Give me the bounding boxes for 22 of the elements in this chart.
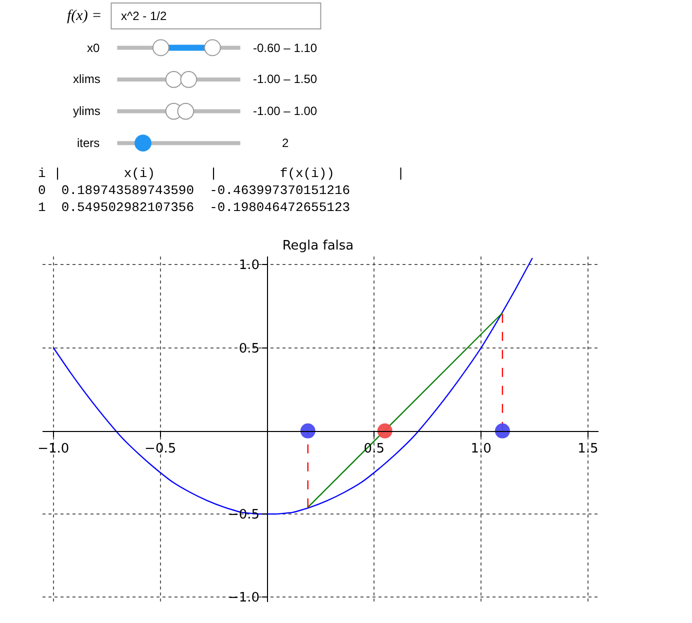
text: 2 xyxy=(282,136,289,150)
x-tick-label: 1.0 xyxy=(470,442,492,457)
text: x0 xyxy=(87,41,100,55)
x-tick-label: 1.5 xyxy=(578,442,598,457)
y-tick-label: −1.0 xyxy=(228,590,260,606)
text: -1.00 – 1.00 xyxy=(253,104,318,118)
text: iters xyxy=(77,136,100,150)
text: -1.00 – 1.50 xyxy=(253,72,318,86)
text: i | x(i) | f(x(i)) | xyxy=(38,166,405,181)
x-tick-label: 0.5 xyxy=(364,442,384,457)
text: f(x) = xyxy=(67,8,102,24)
y-tick-label: 1.0 xyxy=(238,258,260,274)
y-tick-label: 0.5 xyxy=(238,341,260,356)
text: 0 0.189743589743590 -0.463997370151216 xyxy=(38,183,350,198)
text: xlims xyxy=(73,72,100,86)
text: -0.60 – 1.10 xyxy=(253,41,318,55)
x-tick-label: −0.5 xyxy=(144,442,176,457)
text: x^2 - 1/2 xyxy=(121,9,167,23)
chart-title: Regla falsa xyxy=(282,238,354,254)
text: ylims xyxy=(73,104,100,118)
x-tick-label: −1.0 xyxy=(38,442,70,457)
text: 1 0.549502982107356 -0.198046472655123 xyxy=(38,200,350,215)
